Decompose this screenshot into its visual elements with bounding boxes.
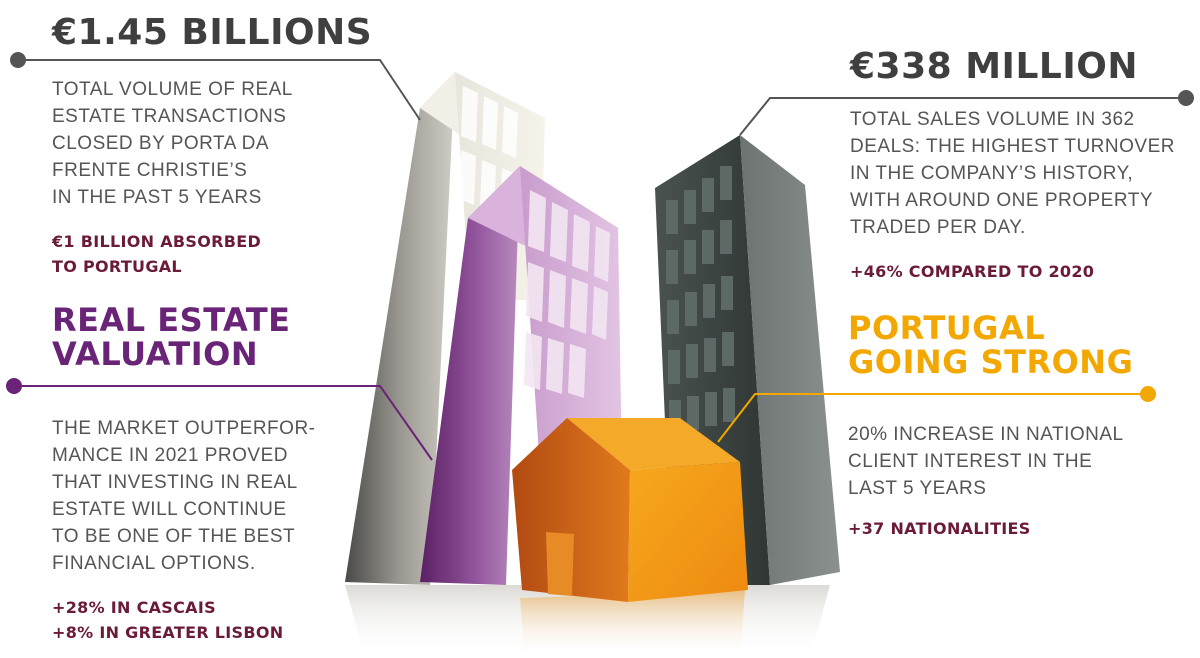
connector-lines <box>14 59 1186 461</box>
sales-volume-headline: €338 MILLION <box>850 46 1138 87</box>
sales-volume-description: TOTAL SALES VOLUME IN 362 DEALS: THE HIG… <box>850 108 1175 238</box>
valuation-headline: REAL ESTATE VALUATION <box>52 301 291 373</box>
sales-total-block: €1.45 BILLIONS TOTAL VOLUME OF REAL ESTA… <box>52 14 392 279</box>
dot-mid-right <box>1140 386 1156 402</box>
purple-building <box>420 166 622 585</box>
sales-total-headline: €1.45 BILLIONS <box>52 12 373 53</box>
orange-house <box>512 418 748 602</box>
dot-top-right <box>1178 90 1194 106</box>
valuation-highlight: +28% IN CASCAIS +8% IN GREATER LISBON <box>52 598 284 643</box>
portugal-headline: PORTUGAL GOING STRONG <box>848 309 1134 381</box>
connector-top-left <box>18 59 421 121</box>
dot-mid-left <box>6 378 22 394</box>
valuation-description: THE MARKET OUTPERFOR- MANCE IN 2021 PROV… <box>52 418 316 575</box>
dot-top-left <box>10 52 26 68</box>
valuation-block: REAL ESTATE VALUATION THE MARKET OUTPERF… <box>52 301 372 645</box>
portugal-highlight: +37 NATIONALITIES <box>848 519 1031 539</box>
portugal-description: 20% INCREASE IN NATIONAL CLIENT INTEREST… <box>848 424 1124 500</box>
connector-mid-left <box>14 385 433 461</box>
connector-dots <box>6 52 1194 402</box>
portugal-block: PORTUGAL GOING STRONG 20% INCREASE IN NA… <box>848 309 1188 541</box>
sales-total-description: TOTAL VOLUME OF REAL ESTATE TRANSACTIONS… <box>52 78 293 208</box>
sales-volume-block: €338 MILLION TOTAL SALES VOLUME IN 362 D… <box>850 48 1198 284</box>
connector-mid-right <box>717 393 1148 443</box>
sales-volume-highlight: +46% COMPARED TO 2020 <box>850 261 1095 281</box>
dark-building <box>655 135 840 585</box>
gray-building <box>345 72 545 585</box>
ground-reflection <box>345 585 830 658</box>
sales-total-highlight: €1 BILLION ABSORBED TO PORTUGAL <box>52 231 262 276</box>
connector-top-right <box>739 97 1186 136</box>
